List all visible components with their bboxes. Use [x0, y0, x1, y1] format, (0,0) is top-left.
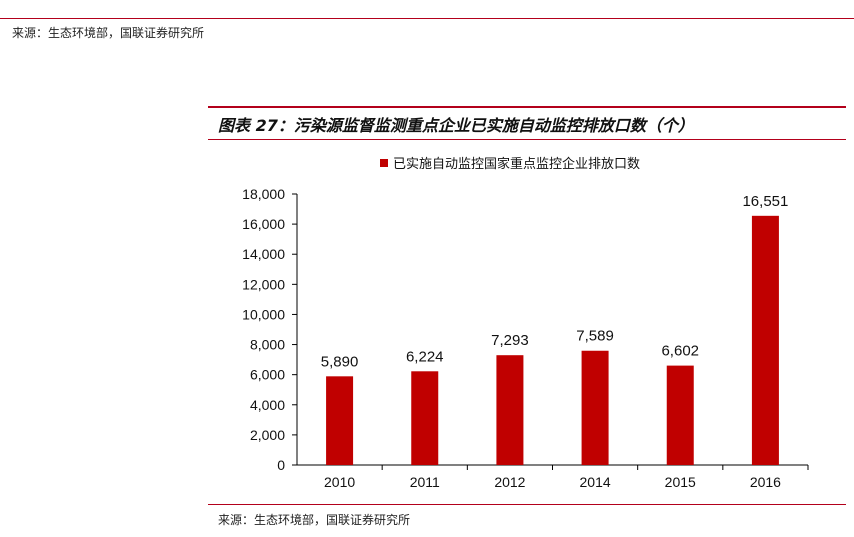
x-axis-ticks: 2010 2011 2012 2014 2015 2016 — [324, 465, 809, 490]
y-tick-label: 10,000 — [242, 306, 285, 322]
x-tick-label: 2011 — [410, 474, 440, 490]
top-divider — [0, 18, 854, 19]
y-tick-label: 14,000 — [242, 246, 285, 262]
figure-top-rule — [208, 106, 846, 108]
figure-bottom-rule — [208, 504, 846, 505]
bar-2014 — [581, 350, 609, 465]
figure-title-rule — [208, 139, 846, 140]
data-label: 7,589 — [576, 328, 614, 345]
y-tick-label: 16,000 — [242, 216, 285, 232]
bar-series — [326, 215, 779, 465]
header-source-note: 来源：生态环境部，国联证券研究所 — [12, 26, 205, 40]
legend-label: 已实施自动监控国家重点监控企业排放口数 — [393, 156, 640, 172]
bar-2016 — [751, 215, 779, 465]
y-tick-label: 8,000 — [250, 337, 285, 353]
y-tick-label: 4,000 — [250, 397, 285, 413]
legend-swatch — [380, 159, 388, 167]
data-label: 5,890 — [321, 353, 359, 370]
x-tick-label: 2010 — [324, 474, 355, 490]
data-label: 16,551 — [742, 193, 788, 210]
data-label: 6,224 — [406, 348, 444, 365]
x-tick-label: 2016 — [750, 474, 781, 490]
x-tick-label: 2014 — [580, 474, 611, 490]
data-label: 7,293 — [491, 332, 529, 349]
chart-legend: 已实施自动监控国家重点监控企业排放口数 — [380, 156, 640, 172]
y-tick-label: 2,000 — [250, 427, 285, 443]
data-labels: 5,890 6,224 7,293 7,589 6,602 16,551 — [321, 193, 789, 371]
y-tick-label: 12,000 — [242, 276, 285, 292]
figure-title: 图表 27：污染源监督监测重点企业已实施自动监控排放口数（个） — [218, 116, 694, 135]
y-axis-ticks: 0 2,000 4,000 6,000 8,000 10,000 12,000 14,000 1… — [242, 186, 297, 473]
y-tick-label: 18,000 — [242, 186, 285, 202]
x-tick-label: 2015 — [665, 474, 696, 490]
y-tick-label: 6,000 — [250, 367, 285, 383]
x-tick-label: 2012 — [494, 474, 525, 490]
y-tick-label: 0 — [277, 457, 285, 473]
bar-2015 — [666, 365, 694, 465]
data-label: 6,602 — [661, 343, 699, 360]
bar-2010 — [326, 376, 354, 465]
bar-2011 — [411, 371, 439, 465]
figure-source-note: 来源：生态环境部，国联证券研究所 — [218, 513, 411, 527]
bar-2012 — [496, 355, 524, 465]
